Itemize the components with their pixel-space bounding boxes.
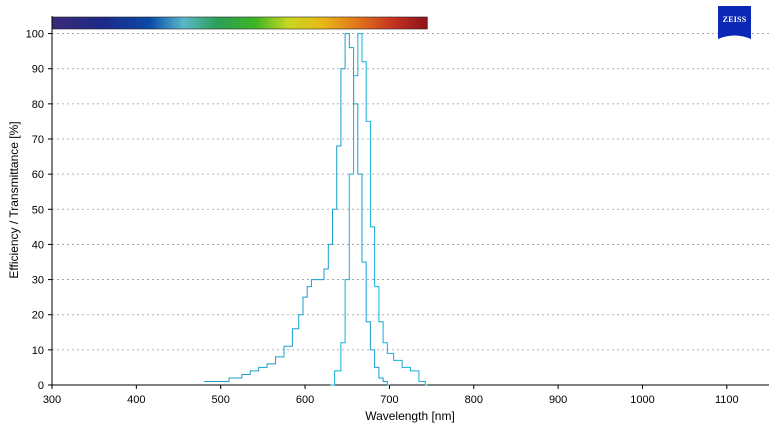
axes bbox=[48, 16, 769, 389]
y-tick-label-50: 50 bbox=[32, 204, 44, 216]
y-axis-title: Efficiency / Transmittance [%] bbox=[7, 121, 21, 278]
x-tick-label-900: 900 bbox=[549, 394, 567, 406]
y-tick-label-30: 30 bbox=[32, 275, 44, 287]
y-tick-label-40: 40 bbox=[32, 239, 44, 251]
series-line-1 bbox=[203, 33, 390, 386]
zeiss-logo-text: ZEISS bbox=[723, 15, 747, 24]
visible-spectrum-bar bbox=[51, 16, 428, 30]
series-line-2 bbox=[330, 33, 428, 386]
spectrum-bar bbox=[51, 16, 428, 30]
y-tick-label-80: 80 bbox=[32, 99, 44, 111]
y-tick-label-100: 100 bbox=[26, 29, 44, 41]
series-lines bbox=[203, 33, 428, 386]
x-tick-label-1100: 1100 bbox=[715, 394, 739, 406]
x-tick-label-800: 800 bbox=[465, 394, 483, 406]
tick-labels: 0 10 20 30 40 50 60 70 80 90 100 300 400 500 600 700 800… bbox=[26, 29, 739, 406]
x-axis-title: Wavelength [nm] bbox=[365, 409, 455, 423]
x-tick-label-1000: 1000 bbox=[630, 394, 654, 406]
y-tick-label-20: 20 bbox=[32, 310, 44, 322]
y-tick-label-60: 60 bbox=[32, 169, 44, 181]
x-tick-label-600: 600 bbox=[296, 394, 314, 406]
x-tick-label-300: 300 bbox=[43, 394, 61, 406]
zeiss-logo-shape bbox=[718, 6, 751, 39]
x-tick-label-500: 500 bbox=[212, 394, 230, 406]
y-tick-label-70: 70 bbox=[32, 134, 44, 146]
y-tick-label-90: 90 bbox=[32, 64, 44, 76]
gridlines bbox=[52, 33, 769, 351]
x-tick-label-400: 400 bbox=[127, 394, 145, 406]
y-tick-label-10: 10 bbox=[32, 345, 44, 357]
y-tick-label-0: 0 bbox=[38, 380, 44, 392]
zeiss-logo: ZEISS bbox=[718, 6, 751, 39]
x-tick-label-700: 700 bbox=[380, 394, 398, 406]
